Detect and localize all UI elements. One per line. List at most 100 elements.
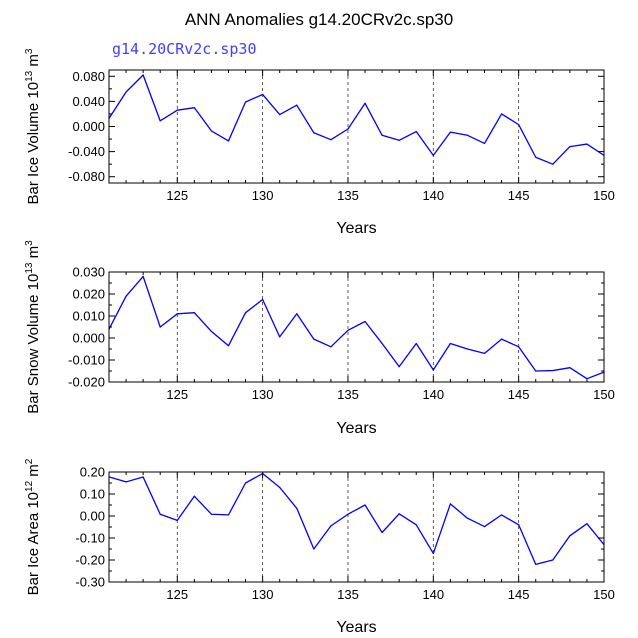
data-point: [347, 128, 349, 130]
data-point: [535, 563, 537, 566]
data-point: [518, 346, 520, 348]
y-tick-label: 0.000: [72, 331, 105, 346]
data-point: [364, 320, 366, 323]
series-subtitle: g14.20CRv2c.sp30: [112, 40, 257, 58]
data-point: [159, 120, 161, 122]
x-tick-label: 135: [337, 188, 359, 203]
plot-frame: [108, 471, 605, 583]
data-point: [262, 93, 264, 96]
y-tick-label: 0.000: [72, 119, 105, 134]
y-axis-label-part: 3: [24, 48, 35, 54]
data-point: [176, 313, 178, 315]
data-point: [364, 102, 366, 104]
data-point: [381, 134, 383, 136]
data-point: [330, 139, 332, 141]
y-axis-label-part: m: [25, 464, 42, 481]
data-point: [296, 313, 298, 315]
y-axis-label-part: 3: [24, 240, 35, 246]
data-point: [296, 507, 298, 509]
y-axis-label-part: Bar Ice Volume 10: [25, 82, 42, 205]
data-point: [244, 101, 247, 103]
data-point: [398, 513, 400, 515]
series-line: [108, 275, 605, 380]
y-tick-label: -0.30: [75, 575, 105, 590]
y-tick-label: 0.10: [80, 487, 105, 502]
y-tick-label: 0.020: [72, 287, 105, 302]
x-tick-label: 140: [422, 387, 444, 402]
data-point: [330, 346, 332, 348]
data-point: [330, 525, 332, 527]
data-point: [210, 513, 213, 515]
data-point: [244, 312, 247, 314]
y-tick-label: 0.010: [72, 309, 105, 324]
x-axis-label: Years: [336, 220, 376, 237]
data-point: [466, 348, 469, 350]
x-tick-label: 130: [252, 387, 274, 402]
data-point: [398, 139, 400, 141]
data-point: [159, 513, 161, 515]
data-point: [449, 131, 451, 133]
y-tick-label: -0.20: [75, 553, 105, 568]
x-tick-label: 140: [422, 188, 444, 203]
data-point: [483, 352, 486, 354]
data-point: [142, 275, 144, 277]
data-point: [176, 109, 178, 111]
data-point: [279, 336, 281, 338]
data-point: [483, 525, 486, 528]
data-point: [364, 504, 366, 506]
chart-panel-2: 125 130 135 140 145 150 0.030 0.020 0.010 0.000 -0…: [24, 240, 615, 437]
y-tick-label: -0.020: [68, 375, 105, 390]
data-point: [483, 142, 486, 145]
y-axis-label: Bar Snow Volume 1013 m3: [24, 240, 42, 414]
y-axis-label-part: 2: [24, 458, 35, 464]
x-tick-label: 125: [166, 188, 188, 203]
data-point: [313, 132, 315, 134]
y-axis-label-part: 13: [24, 262, 35, 274]
data-point: [552, 559, 554, 561]
data-point: [296, 104, 298, 106]
x-tick-label: 135: [337, 587, 359, 602]
data-point: [569, 535, 571, 537]
data-point: [193, 107, 195, 109]
x-tick-label: 125: [166, 587, 188, 602]
x-tick-label: 130: [252, 587, 274, 602]
data-point: [500, 113, 503, 115]
data-point: [518, 524, 520, 526]
chart-panel-1: 125 130 135 140 145 150 0.080 0.040 0.000 -0.040 -…: [24, 48, 615, 237]
data-point: [586, 143, 588, 145]
data-point: [466, 134, 469, 136]
data-point: [500, 514, 503, 516]
x-tick-label: 150: [593, 587, 615, 602]
series-line: [108, 472, 605, 566]
data-point: [500, 338, 503, 340]
y-axis-label: Bar Ice Area 1012 m2: [24, 458, 42, 595]
y-tick-label: -0.040: [68, 144, 105, 159]
data-point: [227, 140, 230, 142]
y-tick-label: 0.030: [72, 265, 105, 280]
data-point: [279, 113, 281, 116]
data-point: [193, 312, 195, 314]
data-point: [466, 517, 469, 519]
data-point: [347, 513, 349, 515]
data-point: [159, 326, 161, 328]
data-point: [569, 145, 571, 148]
x-tick-label: 145: [508, 387, 530, 402]
y-tick-label: 0.20: [80, 465, 105, 480]
data-point: [313, 548, 315, 550]
data-point: [552, 163, 554, 165]
data-point: [535, 370, 537, 372]
x-tick-label: 145: [508, 188, 530, 203]
data-point: [415, 342, 417, 345]
data-point: [415, 130, 417, 133]
data-point: [432, 154, 434, 156]
data-point: [313, 338, 315, 340]
data-point: [227, 514, 230, 516]
data-point: [142, 476, 144, 478]
data-point: [552, 369, 554, 372]
data-point: [449, 503, 451, 505]
data-point: [569, 367, 571, 369]
data-point: [381, 342, 383, 345]
y-tick-label: 0.040: [72, 94, 105, 109]
chart-panel-3: 125 130 135 140 145 150 0.20 0.10 0.00 -0.10 -0.20…: [24, 458, 615, 636]
x-axis-label: Years: [336, 619, 376, 636]
